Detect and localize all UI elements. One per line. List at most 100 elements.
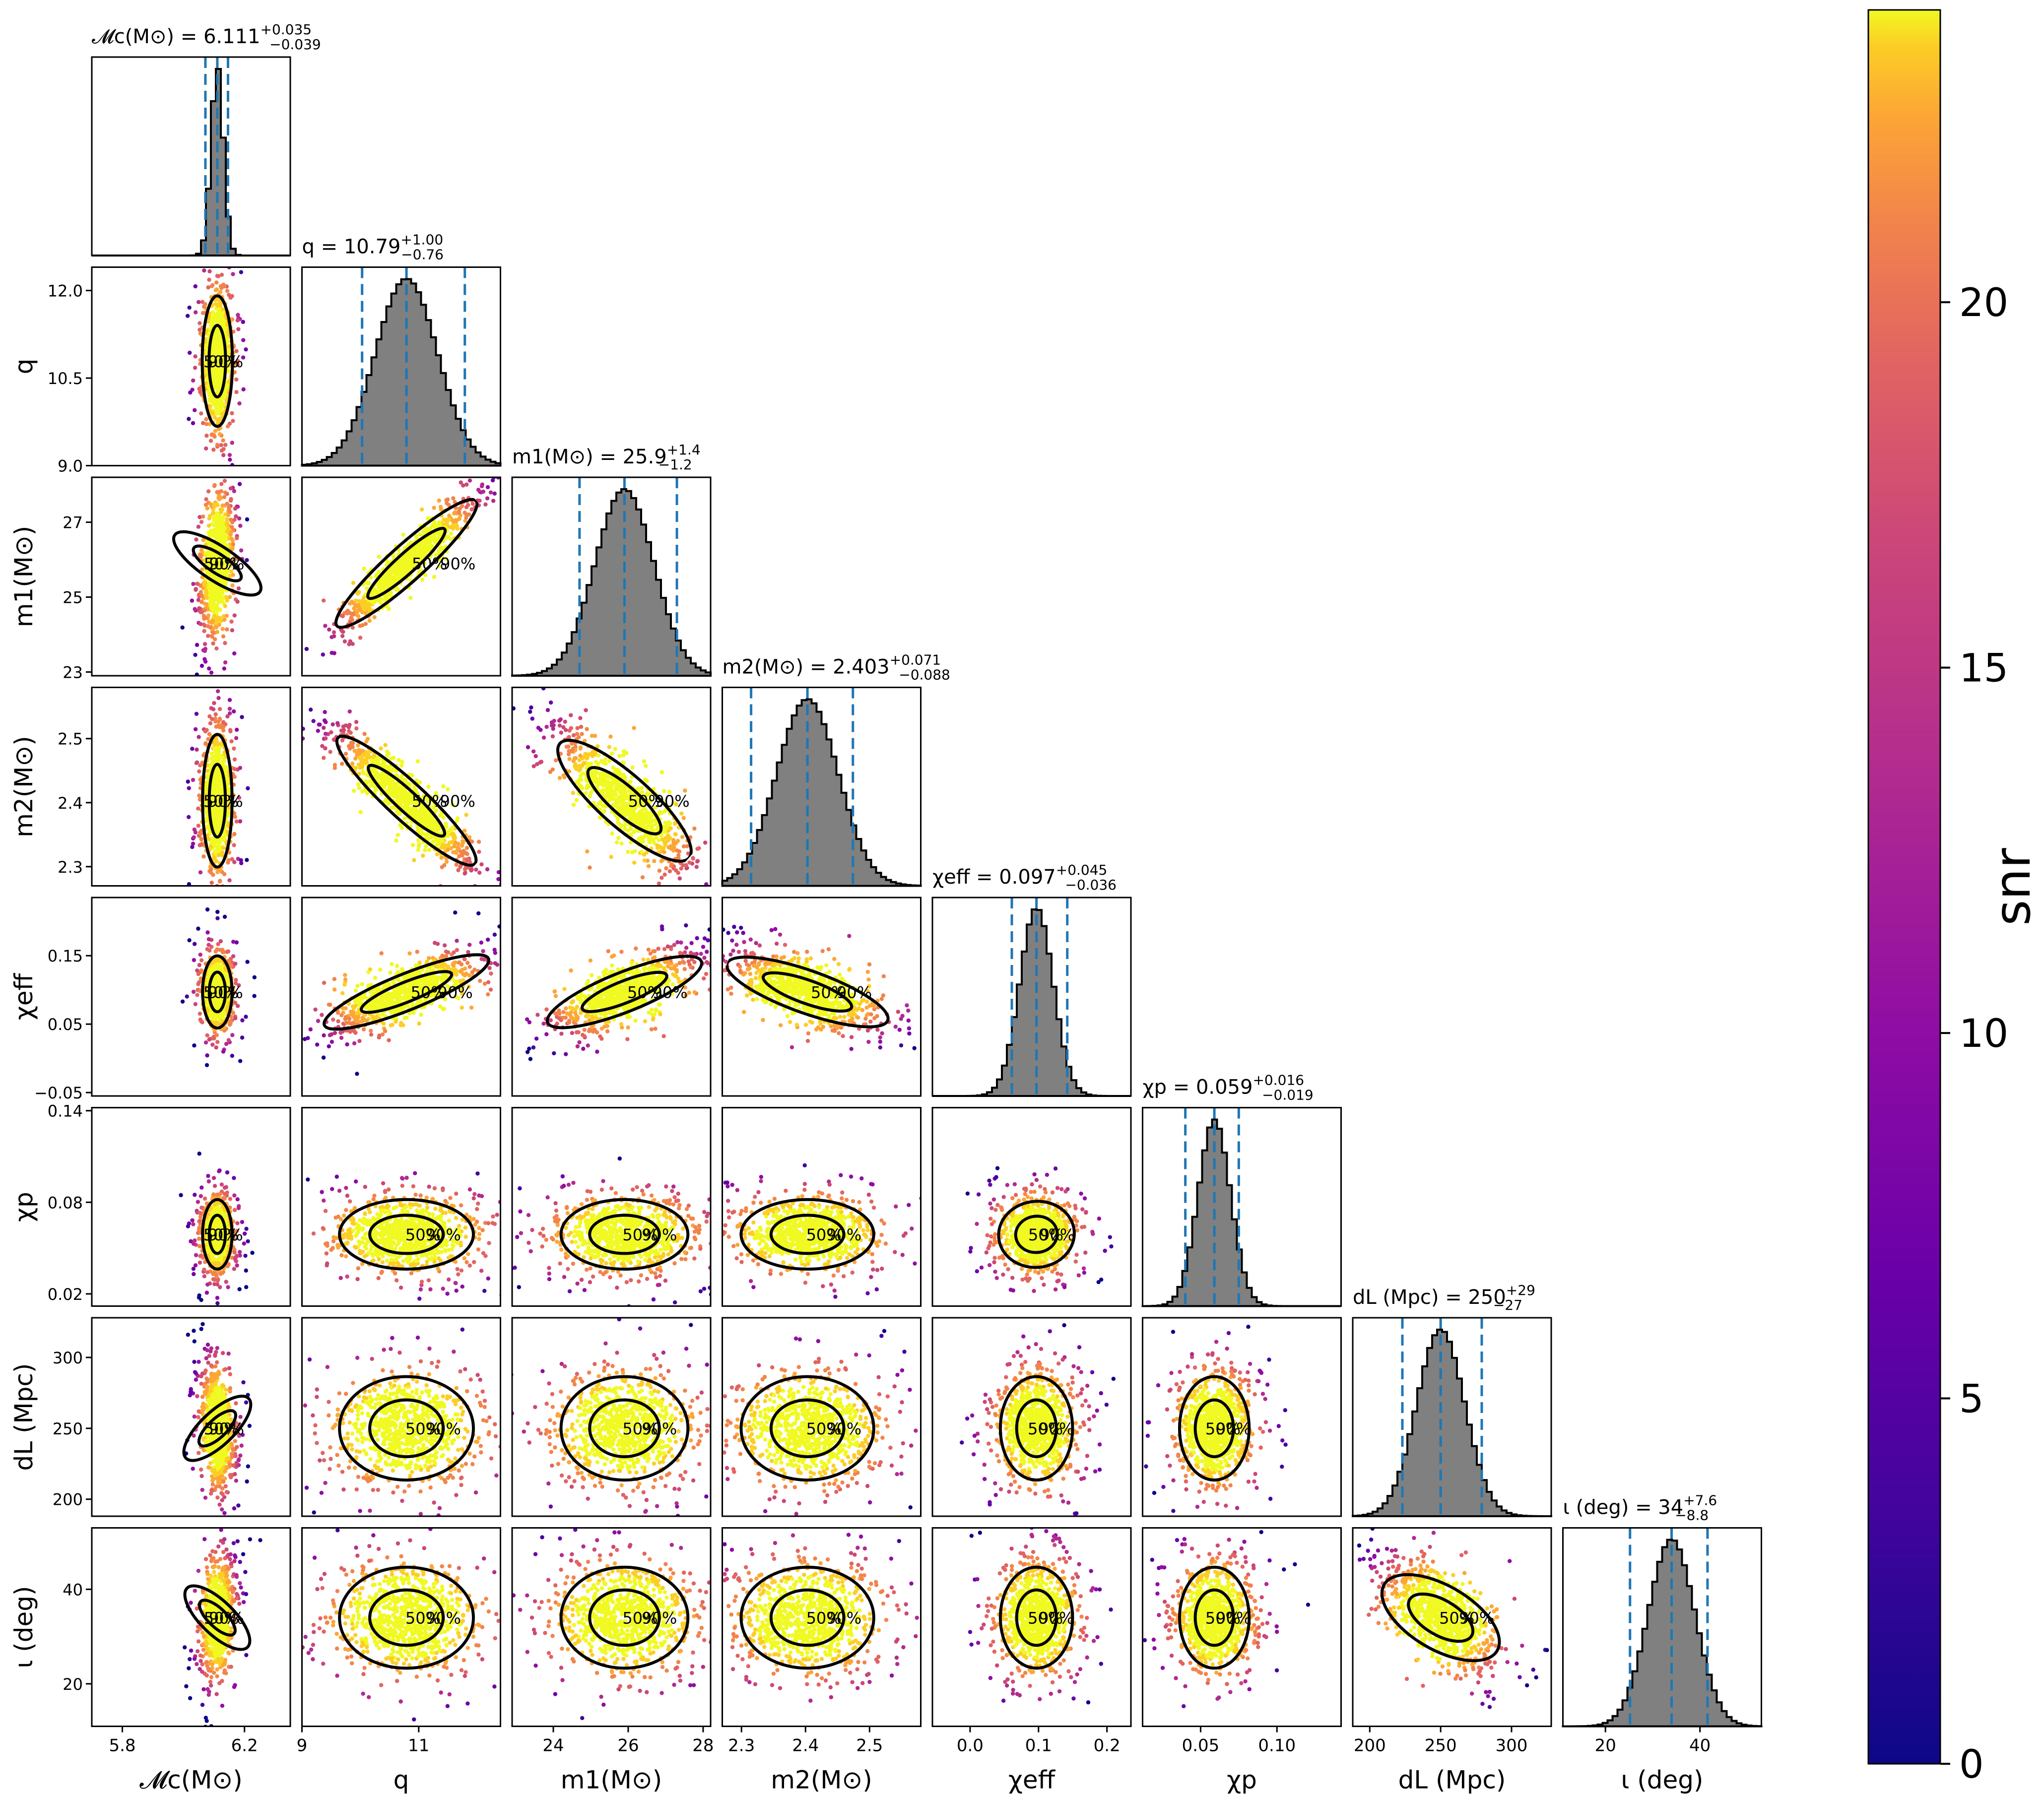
- scatter-point: [340, 634, 344, 638]
- scatter-point: [377, 582, 381, 586]
- scatter-point: [483, 503, 487, 507]
- scatter-point: [411, 843, 415, 847]
- scatter-point: [432, 575, 436, 579]
- histogram-panel-mc: 𝓜c(M⊙) = 6.111+0.035−0.039: [92, 21, 321, 256]
- scatter-point: [440, 839, 444, 843]
- scatter-point: [484, 887, 488, 891]
- scatter-point: [489, 490, 493, 494]
- y-tick-label: 9.0: [58, 457, 83, 476]
- scatter-point: [572, 733, 576, 737]
- scatter-point: [517, 440, 521, 444]
- scatter-point: [193, 408, 197, 412]
- scatter-point: [297, 631, 301, 635]
- scatter-point: [213, 826, 217, 830]
- scatter-point: [214, 372, 218, 376]
- scatter-point: [596, 753, 600, 757]
- scatter-point: [225, 529, 229, 533]
- scatter-point: [509, 438, 513, 442]
- scatter-point: [246, 908, 250, 912]
- scatter-point: [190, 387, 194, 391]
- scatter-point: [437, 534, 441, 538]
- scatter-point: [215, 443, 219, 447]
- scatter-point: [188, 928, 192, 932]
- scatter-point: [435, 852, 439, 856]
- scatter-point: [397, 785, 401, 789]
- scatter-point: [198, 554, 202, 558]
- scatter-point: [438, 531, 442, 535]
- scatter-point: [322, 756, 326, 760]
- scatter-point: [215, 503, 219, 507]
- scatter-point: [358, 766, 362, 770]
- scatter-point: [458, 507, 462, 511]
- y-tick-label: 12.0: [48, 282, 83, 301]
- scatter-point: [229, 530, 233, 534]
- scatter-point: [493, 492, 497, 496]
- scatter-point: [228, 698, 232, 702]
- scatter-point: [432, 506, 436, 510]
- scatter-point: [241, 338, 245, 342]
- scatter-point: [213, 754, 217, 758]
- scatter-point: [200, 664, 204, 668]
- scatter-point: [491, 499, 495, 503]
- scatter-point: [234, 448, 238, 451]
- scatter-point: [218, 592, 222, 596]
- scatter-point: [569, 713, 573, 717]
- scatter-point: [206, 285, 210, 289]
- scatter-point: [549, 701, 553, 705]
- histogram-bars: [302, 279, 501, 466]
- scatter-point: [420, 578, 424, 581]
- scatter-point: [236, 327, 240, 331]
- scatter-point: [400, 826, 404, 830]
- scatter-point: [222, 393, 226, 397]
- scatter-point: [464, 515, 468, 519]
- scatter-point: [398, 561, 402, 565]
- y-axis-label: m1(M⊙): [9, 526, 38, 628]
- scatter-point: [222, 872, 226, 876]
- scatter-point: [231, 272, 235, 276]
- scatter-point: [327, 628, 331, 632]
- scatter-point: [646, 824, 650, 828]
- scatter-point: [228, 453, 232, 457]
- scatter-panel-m2-vs-m1: 50%90%: [483, 669, 775, 935]
- scatter-point: [350, 762, 354, 766]
- scatter-point: [379, 746, 383, 750]
- scatter-point: [232, 747, 236, 751]
- scatter-point: [217, 853, 221, 857]
- scatter-point: [357, 786, 361, 790]
- scatter-point: [219, 619, 223, 623]
- scatter-point: [180, 626, 184, 630]
- scatter-point: [244, 347, 248, 351]
- scatter-point: [505, 461, 509, 465]
- scatter-point: [446, 847, 450, 851]
- scatter-point: [418, 532, 422, 536]
- scatter-point: [227, 471, 231, 475]
- scatter-point: [229, 901, 233, 905]
- scatter-point: [454, 863, 458, 867]
- scatter-point: [505, 944, 509, 948]
- scatter-point: [199, 520, 203, 524]
- scatter-point: [193, 354, 197, 358]
- scatter-point: [223, 893, 227, 897]
- scatter-point: [217, 333, 221, 337]
- scatter-point: [366, 737, 370, 741]
- scatter-point: [213, 380, 217, 384]
- scatter-point: [396, 833, 400, 837]
- scatter-point: [225, 614, 229, 618]
- scatter-point: [467, 856, 471, 860]
- scatter-point: [245, 517, 249, 521]
- scatter-point: [424, 844, 428, 848]
- scatter-point: [245, 858, 249, 862]
- scatter-point: [388, 581, 392, 585]
- scatter-point: [506, 889, 510, 893]
- scatter-point: [429, 836, 433, 839]
- scatter-point: [209, 606, 213, 610]
- scatter-point: [439, 856, 443, 860]
- scatter-point: [355, 603, 359, 607]
- scatter-point: [221, 627, 225, 631]
- scatter-point: [213, 742, 217, 746]
- scatter-point: [392, 554, 396, 558]
- scatter-point: [218, 376, 222, 380]
- scatter-point: [231, 890, 235, 894]
- scatter-point: [208, 581, 212, 585]
- scatter-point: [352, 789, 356, 793]
